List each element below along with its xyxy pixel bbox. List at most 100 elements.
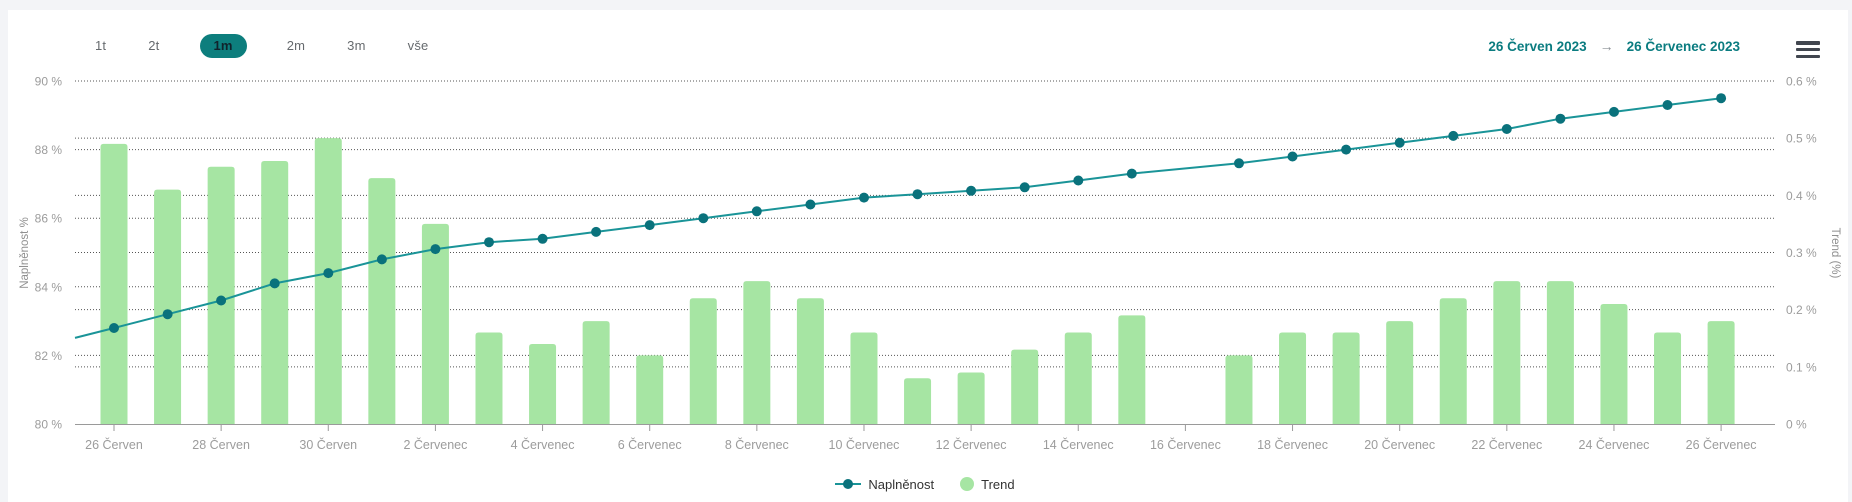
- naplnenost-point[interactable]: [537, 233, 548, 244]
- x-tick-label: 14 Červenec: [1043, 437, 1114, 452]
- naplnenost-point[interactable]: [162, 309, 173, 320]
- naplnenost-point[interactable]: [912, 189, 923, 200]
- naplnenost-point[interactable]: [1555, 113, 1566, 124]
- naplnenost-point[interactable]: [644, 220, 655, 231]
- x-tick-label: 10 Červenec: [829, 437, 900, 452]
- naplnenost-point[interactable]: [1662, 100, 1673, 110]
- range-button-vše[interactable]: vše: [407, 38, 429, 53]
- x-tick-label: 2 Červenec: [403, 437, 467, 452]
- trend-bar[interactable]: [1600, 303, 1628, 424]
- naplnenost-point[interactable]: [1448, 130, 1459, 141]
- trend-bar[interactable]: [904, 378, 932, 424]
- trend-bar[interactable]: [582, 321, 610, 424]
- right-tick-label: 0.6 %: [1786, 75, 1817, 89]
- naplnenost-point[interactable]: [1501, 124, 1512, 134]
- date-range: 26 Červen 2023 → 26 Červenec 2023: [1420, 38, 1740, 54]
- trend-bar[interactable]: [207, 166, 235, 424]
- legend-label: Trend: [981, 476, 1015, 492]
- trend-bar[interactable]: [314, 138, 342, 424]
- naplnenost-point[interactable]: [1287, 151, 1298, 162]
- naplnenost-point[interactable]: [1126, 168, 1137, 179]
- x-tick-label: 30 Červen: [299, 437, 357, 452]
- trend-bar[interactable]: [368, 178, 396, 424]
- circle-marker-icon: [960, 477, 975, 491]
- legend-label: Naplněnost: [868, 476, 935, 492]
- trend-bar[interactable]: [796, 298, 824, 424]
- legend-item-trend[interactable]: Trend: [960, 476, 1015, 492]
- right-tick-label: 0.4 %: [1786, 189, 1817, 203]
- trend-bar[interactable]: [1386, 321, 1414, 424]
- x-tick-label: 22 Červenec: [1471, 437, 1542, 452]
- naplnenost-point[interactable]: [1234, 158, 1244, 169]
- trend-bar[interactable]: [1707, 321, 1735, 424]
- naplnenost-point[interactable]: [269, 278, 280, 289]
- trend-bar[interactable]: [475, 332, 503, 424]
- left-tick-label: 84 %: [35, 280, 63, 294]
- date-to-input[interactable]: 26 Červenec 2023: [1626, 38, 1740, 54]
- range-button-3m[interactable]: 3m: [347, 38, 366, 53]
- trend-bar[interactable]: [1118, 315, 1146, 424]
- x-tick-label: 12 Červenec: [936, 437, 1007, 452]
- trend-bar[interactable]: [1654, 332, 1682, 424]
- range-button-2t[interactable]: 2t: [148, 38, 160, 53]
- naplnenost-point[interactable]: [1716, 93, 1727, 104]
- range-button-2m[interactable]: 2m: [286, 38, 306, 53]
- naplnenost-point[interactable]: [1394, 137, 1405, 148]
- naplnenost-point[interactable]: [1073, 175, 1084, 186]
- hamburger-icon[interactable]: [1796, 41, 1820, 58]
- right-tick-label: 0 %: [1786, 418, 1807, 432]
- range-button-1t[interactable]: 1t: [95, 38, 107, 53]
- trend-bar[interactable]: [1332, 332, 1360, 424]
- left-tick-label: 86 %: [35, 212, 63, 226]
- trend-bar[interactable]: [1225, 355, 1253, 424]
- trend-bar[interactable]: [850, 332, 878, 424]
- naplnenost-point[interactable]: [216, 295, 227, 306]
- range-selector: 1t 2t 1m 2m 3m vše: [93, 34, 430, 58]
- trend-bar[interactable]: [1279, 332, 1307, 424]
- trend-bar[interactable]: [636, 355, 664, 424]
- legend-item-naplnenost[interactable]: Naplněnost: [835, 477, 934, 492]
- trend-bar[interactable]: [1011, 349, 1039, 424]
- trend-bar[interactable]: [1546, 281, 1574, 424]
- naplnenost-point[interactable]: [966, 185, 977, 196]
- trend-bar[interactable]: [529, 343, 557, 424]
- range-button-1m[interactable]: 1m: [199, 34, 247, 58]
- naplnenost-point[interactable]: [1609, 106, 1619, 117]
- trend-bar[interactable]: [743, 281, 771, 424]
- naplnenost-point[interactable]: [591, 226, 602, 237]
- right-tick-label: 0.3 %: [1786, 246, 1817, 260]
- date-from-input[interactable]: 26 Červen 2023: [1488, 38, 1587, 54]
- x-tick-label: 18 Červenec: [1257, 437, 1328, 452]
- naplnenost-point[interactable]: [430, 244, 441, 255]
- x-tick-label: 6 Červenec: [618, 437, 682, 452]
- trend-bar[interactable]: [261, 161, 289, 425]
- naplnenost-point[interactable]: [805, 199, 816, 210]
- trend-bar[interactable]: [1439, 298, 1467, 424]
- trend-bar[interactable]: [957, 372, 985, 424]
- x-tick-label: 28 Červen: [192, 437, 250, 452]
- trend-bar[interactable]: [421, 223, 449, 424]
- naplnenost-point[interactable]: [109, 323, 119, 333]
- naplnenost-point[interactable]: [323, 268, 334, 279]
- naplnenost-point[interactable]: [1019, 182, 1030, 193]
- left-tick-label: 90 %: [35, 75, 63, 89]
- naplnenost-point[interactable]: [859, 192, 869, 203]
- x-tick-label: 4 Červenec: [511, 437, 575, 452]
- x-tick-label: 26 Červenec: [1686, 437, 1757, 452]
- trend-bar[interactable]: [1493, 281, 1521, 424]
- left-tick-label: 88 %: [35, 143, 63, 157]
- naplnenost-point[interactable]: [376, 254, 387, 265]
- x-tick-label: 20 Červenec: [1364, 437, 1435, 452]
- x-tick-label: 16 Červenec: [1150, 437, 1221, 452]
- naplnenost-point[interactable]: [1341, 144, 1352, 155]
- trend-bar[interactable]: [1064, 332, 1092, 424]
- trend-bar[interactable]: [100, 143, 128, 424]
- trend-bar[interactable]: [154, 189, 182, 424]
- date-range-arrow: →: [1599, 38, 1614, 54]
- left-tick-label: 80 %: [35, 418, 63, 432]
- naplnenost-point[interactable]: [698, 213, 709, 224]
- trend-bar[interactable]: [689, 298, 717, 424]
- naplnenost-point[interactable]: [484, 237, 494, 248]
- naplnenost-point[interactable]: [751, 206, 762, 217]
